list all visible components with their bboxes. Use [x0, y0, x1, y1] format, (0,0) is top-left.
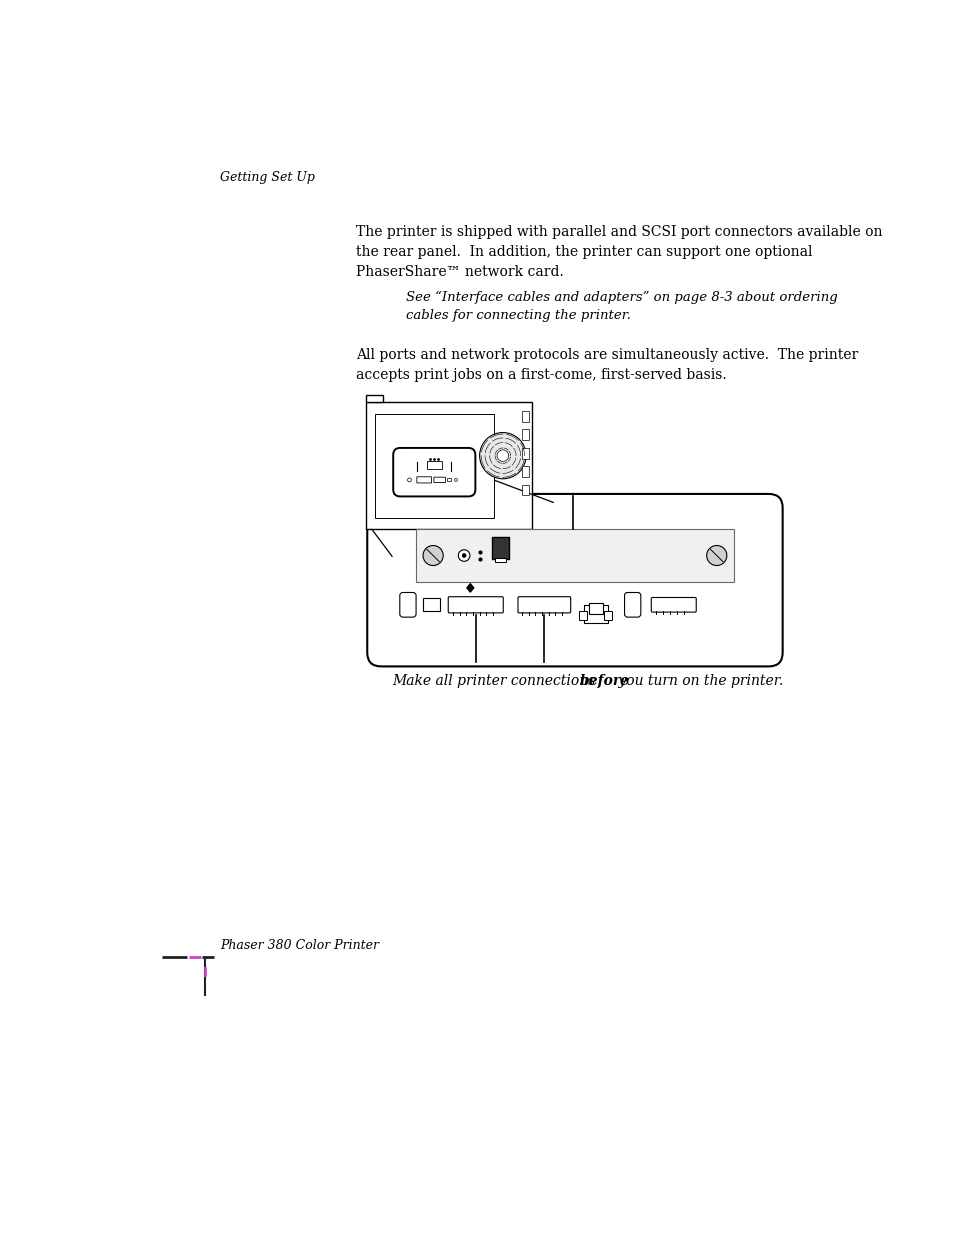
Text: Phaser 380 Color Printer: Phaser 380 Color Printer — [220, 939, 378, 952]
Circle shape — [497, 450, 508, 462]
FancyBboxPatch shape — [367, 494, 781, 667]
Bar — [492, 537, 509, 558]
Text: before: before — [579, 674, 629, 688]
Bar — [521, 448, 529, 458]
Circle shape — [706, 546, 726, 566]
Circle shape — [461, 553, 466, 557]
FancyBboxPatch shape — [393, 448, 475, 496]
Polygon shape — [466, 584, 474, 592]
FancyBboxPatch shape — [517, 597, 570, 613]
Circle shape — [422, 546, 443, 566]
Text: All ports and network protocols are simultaneously active.  The printer
accepts : All ports and network protocols are simu… — [355, 348, 857, 383]
Bar — [426, 462, 441, 469]
FancyBboxPatch shape — [399, 593, 416, 618]
Bar — [521, 411, 529, 421]
Bar — [365, 395, 382, 403]
FancyBboxPatch shape — [416, 477, 431, 483]
Text: Getting Set Up: Getting Set Up — [220, 172, 314, 184]
Circle shape — [457, 550, 470, 561]
Bar — [375, 414, 493, 517]
Circle shape — [479, 432, 525, 479]
Bar — [521, 430, 529, 440]
Circle shape — [407, 478, 411, 482]
Bar — [416, 530, 733, 582]
Text: you turn on the printer.: you turn on the printer. — [614, 674, 783, 688]
Bar — [578, 611, 586, 620]
Bar — [521, 466, 529, 477]
Bar — [583, 605, 607, 624]
FancyBboxPatch shape — [448, 597, 503, 613]
Text: Make all printer connections: Make all printer connections — [392, 674, 599, 688]
FancyBboxPatch shape — [624, 593, 640, 618]
Bar — [365, 403, 532, 530]
Bar — [604, 611, 612, 620]
Text: See “Interface cables and adapters” on page 8-3 about ordering
cables for connec: See “Interface cables and adapters” on p… — [406, 290, 837, 322]
Bar — [521, 484, 529, 495]
FancyBboxPatch shape — [434, 477, 445, 483]
Bar — [447, 478, 450, 482]
Circle shape — [455, 478, 456, 482]
Bar — [422, 598, 439, 611]
Bar — [588, 603, 602, 614]
Text: The printer is shipped with parallel and SCSI port connectors available on
the r: The printer is shipped with parallel and… — [355, 225, 882, 279]
Text: Make all printer connections: Make all printer connections — [392, 674, 599, 688]
Bar — [495, 558, 505, 562]
FancyBboxPatch shape — [651, 598, 696, 613]
